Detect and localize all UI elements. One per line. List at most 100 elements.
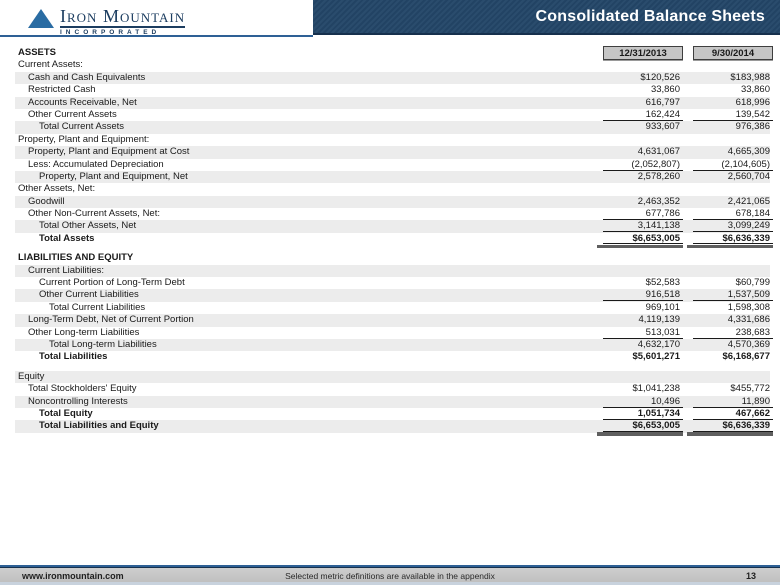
value-2013: 4,631,067	[637, 146, 680, 158]
value-2014: 4,570,369	[727, 338, 770, 350]
row-label: Restricted Cash	[28, 84, 96, 96]
value-2013: 916,518	[603, 289, 683, 302]
table-row: Less: Accumulated Depreciation (2,052,807…	[15, 159, 773, 171]
row-label: Long-Term Debt, Net of Current Portion	[28, 314, 194, 326]
balance-sheet-table: 12/31/2013 9/30/2014 ASSETS Current Asset…	[15, 46, 773, 436]
value-2014: 2,560,704	[727, 170, 770, 182]
value-2013: 513,031	[603, 327, 683, 339]
table-row: Current Portion of Long-Term Debt $52,583…	[15, 277, 770, 289]
row-label: Total Current Liabilities	[49, 301, 146, 313]
value-2013: $6,653,005	[597, 233, 683, 249]
row-label: Other Current Assets	[28, 108, 117, 120]
table-row: LIABILITIES AND EQUITY	[15, 252, 770, 264]
value-2014: 33,860	[740, 84, 770, 96]
row-label: Noncontrolling Interests	[28, 395, 128, 407]
table-row: Total Assets $6,653,005 $6,636,339	[15, 232, 773, 249]
table-row: Other Long-term Liabilities 513,031 238,68…	[15, 326, 773, 339]
value-2014: 11,890	[693, 396, 773, 408]
iron-mountain-logo: Iron Mountain INCORPORATED	[28, 6, 186, 36]
table-row: Cash and Cash Equivalents $120,526 $183,98…	[15, 71, 770, 85]
table-row: Total Current Assets 933,607 976,386	[15, 121, 770, 134]
value-2013: 4,119,139	[638, 314, 680, 326]
row-label: Total Assets	[39, 232, 95, 244]
row-label: Property, Plant and Equipment:	[18, 133, 150, 145]
slide-title: Consolidated Balance Sheets	[535, 8, 765, 25]
row-label: Total Liabilities	[39, 351, 108, 363]
table-row: Total Equity 1,051,734 467,662	[15, 408, 773, 420]
table-row: Other Current Assets 162,424 139,542	[15, 108, 773, 121]
row-label: Equity	[18, 370, 45, 382]
row-label: LIABILITIES AND EQUITY	[18, 252, 134, 264]
value-2014: $60,799	[735, 277, 770, 289]
table-row: Total Current Liabilities 969,101 1,598,30…	[15, 302, 770, 314]
logo-company-name: Iron Mountain	[60, 6, 186, 28]
value-2013: $1,041,238	[632, 383, 680, 395]
value-2014: $6,168,677	[722, 351, 770, 363]
row-label: Property, Plant and Equipment, Net	[39, 170, 188, 182]
table-row: Noncontrolling Interests 10,496 11,890	[15, 395, 773, 408]
value-2014: 4,665,309	[727, 146, 770, 158]
column-header-2014: 9/30/2014	[693, 46, 773, 60]
footer-bar: Selected metric definitions are availabl…	[0, 565, 780, 585]
value-2013: 4,632,170	[637, 338, 680, 350]
value-2013: 162,424	[603, 109, 683, 121]
value-2014: (2,104,605)	[693, 159, 773, 171]
value-2013: 2,578,260	[637, 170, 680, 182]
value-2014: 4,331,686	[727, 314, 770, 326]
table-row: Total Long-term Liabilities 4,632,170 4,57…	[15, 338, 770, 352]
table-row: Restricted Cash 33,860 33,860	[15, 84, 770, 96]
logo-text-block: Iron Mountain INCORPORATED	[60, 6, 186, 36]
value-2014: 618,996	[735, 96, 770, 108]
value-2014: 1,537,509	[693, 289, 773, 302]
value-2013: 969,101	[645, 301, 680, 313]
value-2014: 139,542	[693, 109, 773, 121]
table-row: Accounts Receivable, Net 616,797 618,996	[15, 96, 770, 109]
table-row: Other Current Liabilities 916,518 1,537,50…	[15, 289, 773, 302]
value-2014: 678,184	[693, 208, 773, 221]
row-label: Total Current Assets	[39, 121, 125, 133]
table-row: ASSETS	[15, 47, 770, 59]
table-row: Long-Term Debt, Net of Current Portion 4,…	[15, 314, 770, 327]
row-label: Current Assets:	[18, 59, 83, 71]
value-2014: $6,636,339	[687, 233, 773, 249]
row-label: Cash and Cash Equivalents	[28, 71, 146, 83]
value-2013: $52,583	[645, 277, 680, 289]
row-label: Total Liabilities and Equity	[39, 420, 159, 432]
footer-content: Selected metric definitions are availabl…	[0, 567, 780, 585]
table-row: Property, Plant and Equipment at Cost 4,6…	[15, 146, 770, 159]
value-2013: 677,786	[603, 208, 683, 221]
row-label: Goodwill	[28, 195, 65, 207]
table-row: Goodwill 2,463,352 2,421,065	[15, 195, 770, 209]
table-row: Total Liabilities $5,601,271 $6,168,677	[15, 351, 770, 363]
footer-website-url: www.ironmountain.com	[22, 571, 124, 581]
logo-subtitle: INCORPORATED	[60, 29, 161, 36]
value-2013: $5,601,271	[632, 351, 680, 363]
table-row: Total Other Assets, Net 3,141,138 3,099,24…	[15, 220, 773, 233]
value-2014: 1,598,308	[727, 301, 770, 313]
row-label: Other Current Liabilities	[39, 289, 139, 301]
value-2014: 2,421,065	[727, 195, 770, 207]
grand-total-rule	[597, 432, 683, 436]
table-row: Current Liabilities:	[15, 264, 770, 278]
value-2013: 2,463,352	[637, 195, 680, 207]
row-label: Property, Plant and Equipment at Cost	[28, 146, 190, 158]
grand-total-rule	[687, 244, 773, 249]
row-label: Other Assets, Net:	[18, 183, 96, 195]
row-label: Current Liabilities:	[28, 264, 105, 276]
row-label: Total Other Assets, Net	[39, 220, 137, 232]
value-2014: 238,683	[693, 327, 773, 339]
table-row: Property, Plant and Equipment:	[15, 134, 770, 146]
table-row: Other Assets, Net:	[15, 183, 770, 195]
title-banner: Consolidated Balance Sheets	[313, 0, 780, 35]
value-2013: $6,653,005	[597, 420, 683, 436]
mountain-triangle-icon	[28, 9, 54, 28]
row-label: Other Long-term Liabilities	[28, 326, 140, 338]
grand-total-rule	[597, 244, 683, 249]
table-row: Total Stockholders' Equity $1,041,238 $455…	[15, 383, 770, 395]
table-row: Equity	[15, 370, 770, 384]
value-2014: $6,636,339	[687, 420, 773, 436]
column-header-2013: 12/31/2013	[603, 46, 683, 60]
balance-sheet-rows: ASSETS Current Assets: Cash and Cash Equiv…	[15, 47, 773, 436]
footer-note: Selected metric definitions are availabl…	[285, 571, 495, 581]
